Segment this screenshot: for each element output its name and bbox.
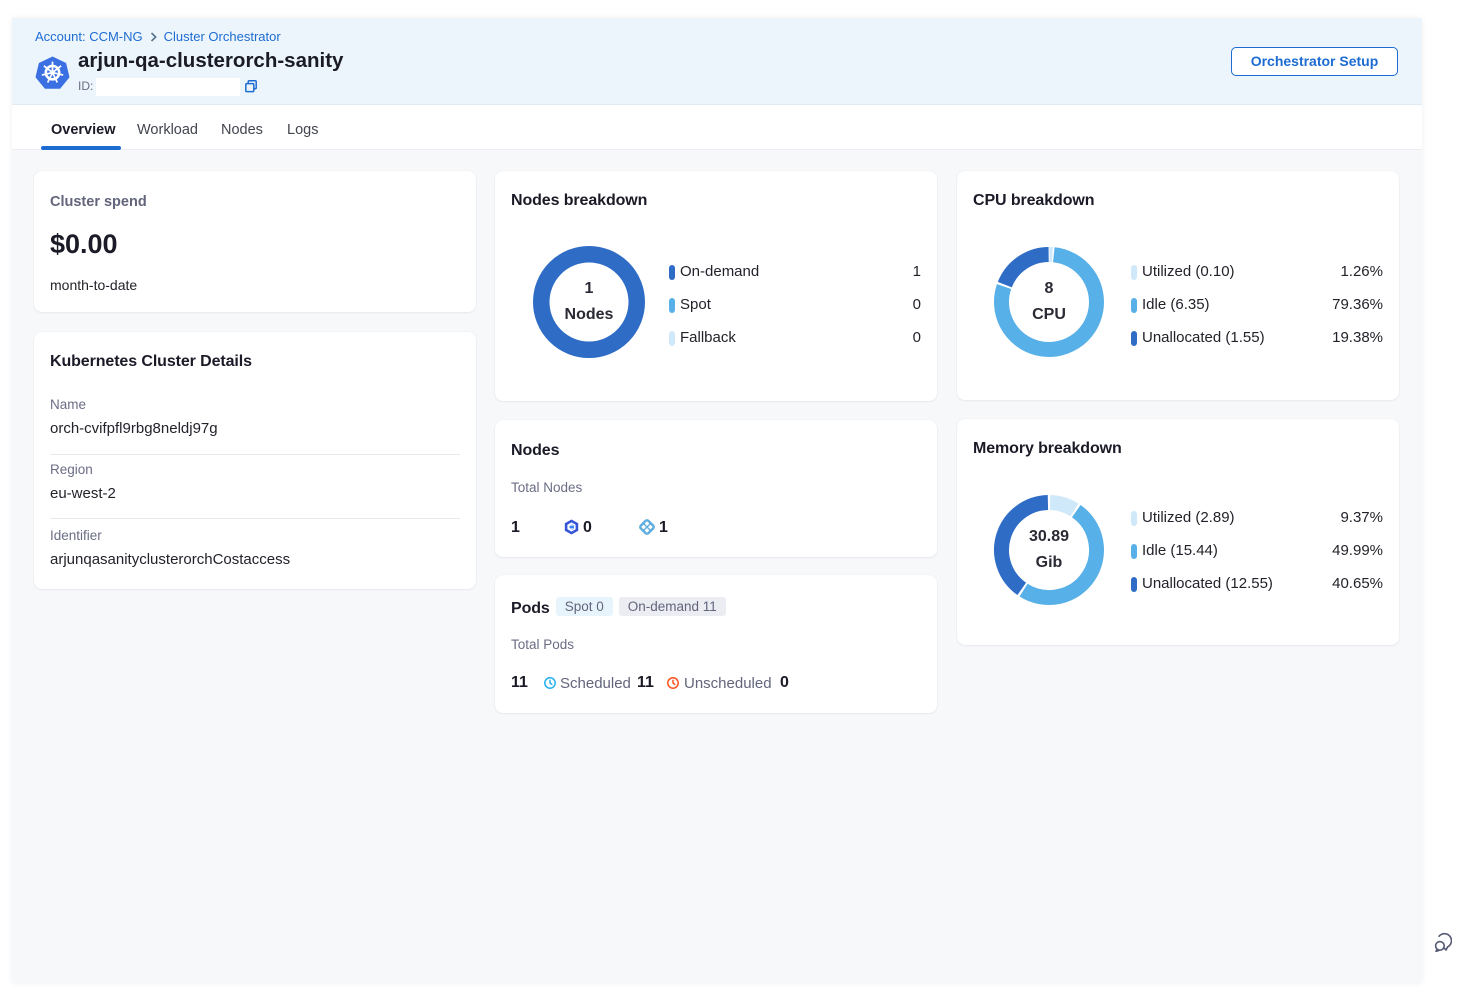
svg-text:1: 1 [585,280,594,297]
svg-text:30.89: 30.89 [1029,528,1069,545]
svg-text:8: 8 [1045,280,1054,297]
svg-text:Gib: Gib [1036,554,1063,571]
svg-text:Nodes: Nodes [565,306,614,323]
svg-text:CPU: CPU [1032,306,1066,323]
